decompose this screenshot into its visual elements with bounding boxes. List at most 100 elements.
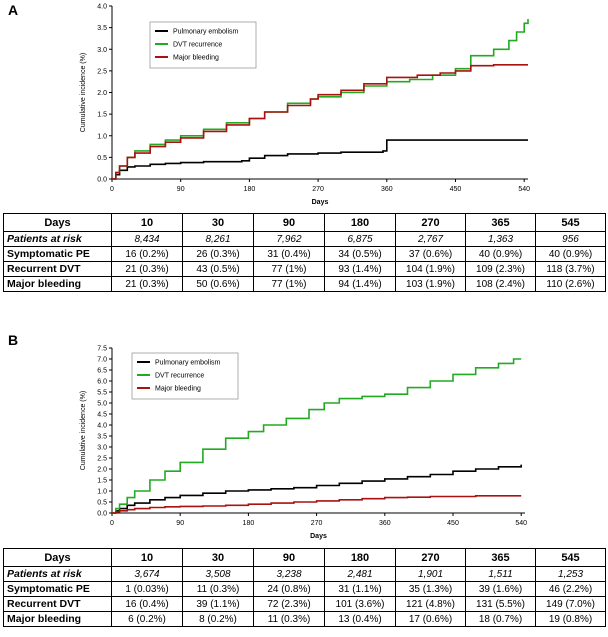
table-cell: 108 (2.4%) [465, 276, 536, 292]
legend-entry: Pulmonary embolism [173, 29, 239, 36]
y-tick-label: 7.0 [97, 357, 107, 364]
table-cell: 6 (0.2%) [111, 611, 183, 627]
row-label: Major bleeding [3, 276, 112, 292]
x-tick-label: 360 [379, 520, 391, 527]
table-row: Symptomatic PE 16 (0.2%) 26 (0.3%) 31 (0.4%… [3, 246, 606, 262]
table-cell: 26 (0.3%) [182, 246, 254, 262]
table-cell: 1,253 [535, 566, 606, 582]
table-cell: 46 (2.2%) [535, 581, 606, 597]
y-tick-label: 1.0 [97, 133, 107, 140]
table-cell: 93 (1.4%) [324, 261, 396, 277]
y-tick-label: 1.5 [97, 478, 107, 485]
table-cell: 8 (0.2%) [182, 611, 254, 627]
table-row: Patients at risk 3,674 3,508 3,238 2,481 1,90… [3, 566, 606, 582]
table-header-cell: 545 [535, 548, 606, 567]
legend-entry: Major bleeding [155, 386, 201, 393]
y-tick-label: 4.0 [97, 423, 107, 430]
series-line-major-bleeding [112, 495, 522, 514]
table-cell: 109 (2.3%) [465, 261, 536, 277]
table-cell: 39 (1.1%) [182, 596, 254, 612]
table-cell: 21 (0.3%) [111, 276, 183, 292]
y-tick-label: 2.5 [97, 68, 107, 75]
table-header-cell: 30 [182, 548, 254, 567]
table-cell: 3,508 [182, 566, 254, 582]
panel-a: A 0.0 0.5 1.0 1.5 2.0 2.5 3.0 3.5 4.0 0 90 180 270 36… [0, 0, 608, 300]
table-cell: 3,674 [111, 566, 183, 582]
y-tick-label: 6.0 [97, 379, 107, 386]
table-cell: 40 (0.9%) [465, 246, 536, 262]
table-cell: 7,962 [253, 231, 325, 247]
y-tick-label: 0.0 [97, 511, 107, 518]
table-header-cell: 90 [253, 213, 325, 232]
x-tick-label: 270 [312, 186, 324, 193]
table-cell: 77 (1%) [253, 276, 325, 292]
y-tick-label: 5.0 [97, 401, 107, 408]
panel-b: B 0.0 0.5 1.0 1.5 2.0 2.5 3.0 3.5 4.0 4.5 5.0 5.5 6.… [0, 330, 608, 637]
table-cell: 37 (0.6%) [395, 246, 466, 262]
legend-entry: Pulmonary embolism [155, 360, 221, 367]
table-header-cell: 270 [395, 213, 466, 232]
table-row: Patients at risk 8,434 8,261 7,962 6,875 2,76… [3, 231, 606, 247]
x-tick-label: 0 [110, 520, 114, 527]
table-row: Recurrent DVT 21 (0.3%) 43 (0.5%) 77 (1%) 93… [3, 261, 606, 277]
y-tick-label: 0.5 [97, 155, 107, 162]
table-cell: 21 (0.3%) [111, 261, 183, 277]
row-label: Recurrent DVT [3, 261, 112, 277]
table-cell: 2,481 [324, 566, 396, 582]
table-cell: 24 (0.8%) [253, 581, 325, 597]
series-line-dvt-recurrence [112, 358, 522, 514]
y-tick-label: 2.0 [97, 467, 107, 474]
y-tick-label: 2.0 [97, 90, 107, 97]
chart-a: 0.0 0.5 1.0 1.5 2.0 2.5 3.0 3.5 4.0 0 90 180 270 360 4… [80, 4, 530, 207]
table-cell: 16 (0.2%) [111, 246, 183, 262]
table-cell: 11 (0.3%) [182, 581, 254, 597]
y-tick-label: 3.5 [97, 434, 107, 441]
table-header-cell: 365 [465, 548, 536, 567]
table-cell: 35 (1.3%) [395, 581, 466, 597]
table-cell: 11 (0.3%) [253, 611, 325, 627]
table-cell: 31 (1.1%) [324, 581, 396, 597]
table-header-cell: 365 [465, 213, 536, 232]
y-tick-label: 2.5 [97, 456, 107, 463]
table-row: Major bleeding 6 (0.2%) 8 (0.2%) 11 (0.3%) 1… [3, 611, 606, 627]
legend-entry: DVT recurrence [155, 373, 204, 380]
table-row: Recurrent DVT 16 (0.4%) 39 (1.1%) 72 (2.3%)… [3, 596, 606, 612]
row-label: Recurrent DVT [3, 596, 112, 612]
series-line-major-bleeding [112, 64, 528, 180]
table-cell: 31 (0.4%) [253, 246, 325, 262]
table-cell: 1 (0.03%) [111, 581, 183, 597]
y-tick-label: 1.0 [97, 489, 107, 496]
x-tick-label: 90 [176, 520, 184, 527]
table-cell: 956 [535, 231, 606, 247]
table-cell: 1,901 [395, 566, 466, 582]
table-cell: 34 (0.5%) [324, 246, 396, 262]
y-tick-label: 7.5 [97, 346, 107, 353]
table-cell: 101 (3.6%) [324, 596, 396, 612]
risk-table-b: Days 10 30 90 180 270 365 545 Patients at risk 3,… [3, 548, 606, 627]
x-tick-label: 360 [381, 186, 393, 193]
table-header-cell: 30 [182, 213, 254, 232]
table-cell: 121 (4.8%) [395, 596, 466, 612]
table-header-cell: Days [3, 548, 112, 567]
series-line-pulmonary-embolism [112, 464, 522, 514]
x-tick-label: 540 [518, 186, 530, 193]
table-cell: 19 (0.8%) [535, 611, 606, 627]
table-cell: 39 (1.6%) [465, 581, 536, 597]
table-header-cell: 10 [111, 548, 183, 567]
x-tick-label: 450 [450, 186, 462, 193]
table-cell: 40 (0.9%) [535, 246, 606, 262]
y-tick-label: 4.5 [97, 412, 107, 419]
table-row: Symptomatic PE 1 (0.03%) 11 (0.3%) 24 (0.8%… [3, 581, 606, 597]
y-tick-label: 3.5 [97, 25, 107, 32]
x-axis-title: Days [312, 199, 329, 206]
x-tick-label: 180 [243, 520, 255, 527]
legend-entry: Major bleeding [173, 55, 219, 62]
risk-table-a: Days 10 30 90 180 270 365 545 Patients at risk 8,… [3, 213, 606, 292]
table-header-cell: 10 [111, 213, 183, 232]
y-tick-label: 1.5 [97, 112, 107, 119]
table-cell: 72 (2.3%) [253, 596, 325, 612]
panel-label-a: A [8, 2, 19, 18]
row-label: Patients at risk [3, 231, 112, 247]
table-cell: 110 (2.6%) [535, 276, 606, 292]
row-label: Symptomatic PE [3, 581, 112, 597]
